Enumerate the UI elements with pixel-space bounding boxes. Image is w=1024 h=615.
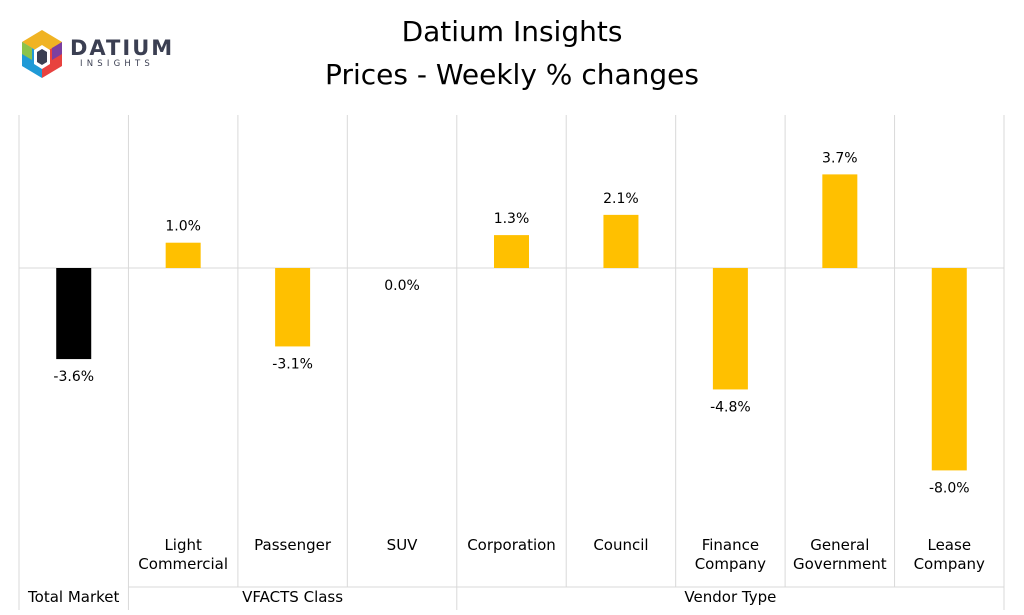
datium-logo: DATIUM INSIGHTS: [18, 28, 172, 80]
bar: [56, 268, 92, 360]
group-label: Total Market: [27, 588, 119, 606]
category-label: Company: [695, 555, 766, 573]
chart-title: Datium Insights: [401, 15, 623, 48]
bar: [822, 174, 858, 268]
chart-subtitle: Prices - Weekly % changes: [325, 58, 699, 91]
data-label: 0.0%: [384, 278, 420, 294]
category-label: Light: [164, 536, 202, 554]
data-label: -3.1%: [272, 356, 313, 372]
data-label: 1.0%: [165, 219, 201, 235]
category-label: Lease: [927, 536, 971, 554]
category-label: Council: [593, 536, 648, 554]
category-label: Corporation: [467, 536, 556, 554]
category-label: Passenger: [254, 536, 332, 554]
bar: [712, 268, 748, 390]
bar: [165, 242, 201, 268]
category-label: Commercial: [138, 555, 228, 573]
bar: [603, 214, 639, 268]
data-label: -8.0%: [929, 480, 970, 496]
group-label: VFACTS Class: [242, 588, 343, 606]
data-label: 3.7%: [822, 150, 858, 166]
logo-subtext: INSIGHTS: [80, 59, 154, 69]
logo-cube-icon: [22, 30, 62, 78]
category-label: Company: [914, 555, 985, 573]
group-label: Vendor Type: [684, 588, 776, 606]
logo-wordmark: DATIUM: [70, 36, 175, 60]
bar: [275, 268, 311, 347]
data-label: 2.1%: [603, 191, 639, 207]
category-label: SUV: [387, 536, 419, 554]
category-label: Government: [793, 555, 887, 573]
data-label: 1.3%: [494, 211, 530, 227]
data-label: -4.8%: [710, 399, 751, 415]
category-label: General: [810, 536, 869, 554]
category-label: Finance: [702, 536, 759, 554]
bar: [931, 268, 967, 471]
bar: [494, 235, 529, 268]
data-label: -3.6%: [53, 369, 94, 385]
